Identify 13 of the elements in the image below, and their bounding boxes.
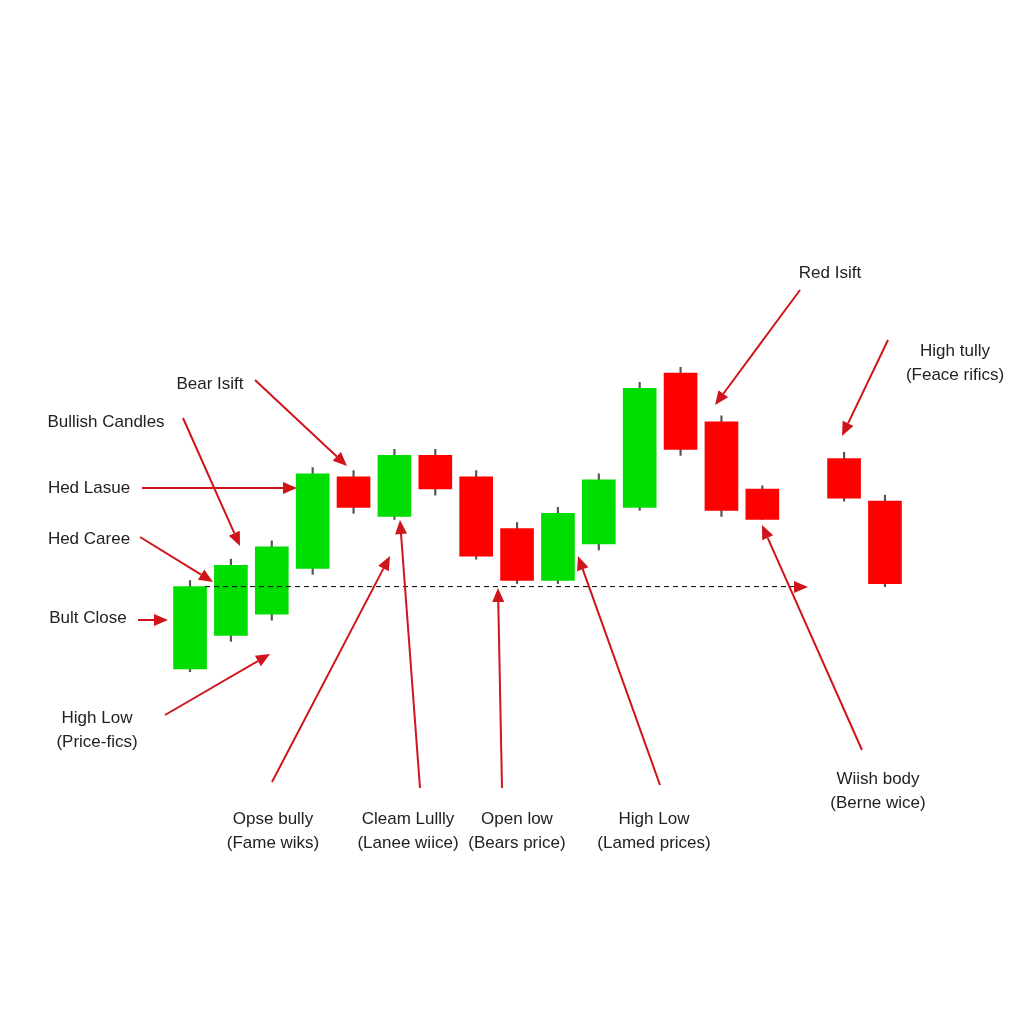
text: Wiish body (Berne wice) [830, 769, 926, 812]
text: Red Isift [798, 263, 862, 282]
text: Hed Caree [47, 529, 131, 548]
annotation: Bear Isift [176, 374, 244, 393]
text: High Low (Price-fics) [56, 708, 138, 751]
text: Bullish Candles [47, 412, 165, 431]
text: High Low (Lamed prices) [597, 809, 711, 852]
text: High tully (Feace rifics) [905, 341, 1005, 384]
text: Cleam Lullly (Lanee wiice) [357, 809, 459, 852]
text: Opse bully (Fame wiks) [226, 809, 320, 852]
text: Hed Lasue [47, 478, 131, 497]
text: Open low (Bears price) [468, 809, 566, 852]
text: Bult Close [49, 608, 127, 627]
